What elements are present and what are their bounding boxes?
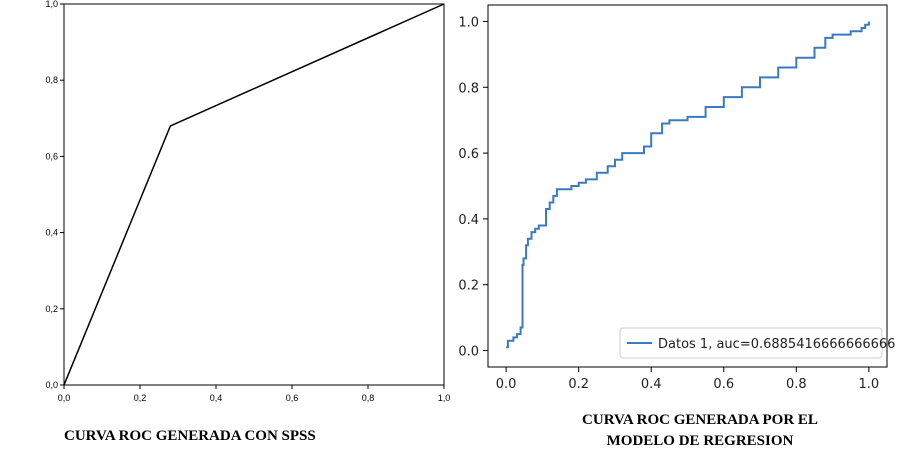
regression-y-tick-label: 1.0 xyxy=(458,15,479,30)
regression-x-tick-label: 0.6 xyxy=(713,377,734,392)
regression-y-tick-label: 0.8 xyxy=(458,81,479,96)
regression-y-tick-label: 0.6 xyxy=(458,147,479,162)
spss-y-tick-label: 0,4 xyxy=(45,228,58,238)
spss-y-tick-label: 0,6 xyxy=(45,151,58,161)
regression-caption-line1: CURVA ROC GENERADA POR EL xyxy=(582,412,818,428)
spss-x-tick-label: 0,0 xyxy=(58,393,71,403)
regression-x-tick-label: 0.4 xyxy=(641,377,662,392)
regression-y-tick-label: 0.2 xyxy=(458,279,479,294)
spss-caption: CURVA ROC GENERADA CON SPSS xyxy=(64,428,316,444)
spss-y-tick-label: 1,0 xyxy=(45,0,58,9)
regression-x-tick-label: 0.8 xyxy=(786,377,807,392)
spss-x-tick-label: 0,4 xyxy=(210,393,223,403)
spss-x-tick-label: 0,8 xyxy=(362,393,375,403)
regression-y-tick-label: 0.0 xyxy=(458,345,479,360)
regression-y-tick-label: 0.4 xyxy=(458,213,479,228)
spss-roc-chart: 0,00,0 0,2 0,2 0,4 0,4 0,6 0,6 0,8 0,8 1,0 1,0 CUR… xyxy=(45,0,450,444)
regression-caption-line2: MODELO DE REGRESION xyxy=(607,433,794,449)
spss-y-tick-label: 0,2 xyxy=(45,304,58,314)
regression-axis-ticks: 0.0 0.0 0.2 0.2 0.4 0.4 0.6 0.6 0.8 0.8 1.0 1.0 xyxy=(458,15,879,392)
spss-x-tick-label: 0,6 xyxy=(286,393,299,403)
legend-box xyxy=(619,327,883,359)
spss-plot-frame xyxy=(63,3,445,386)
spss-y-tick-label: 0,8 xyxy=(45,75,58,85)
spss-x-tick-label: 0,2 xyxy=(134,393,147,403)
spss-y-tick-label: 0,0 xyxy=(45,380,58,390)
regression-x-tick-label: 0.0 xyxy=(496,377,517,392)
regression-x-tick-label: 0.2 xyxy=(568,377,589,392)
spss-axis-ticks: 0,00,0 0,2 0,2 0,4 0,4 0,6 0,6 0,8 0,8 1,0 1,0 xyxy=(45,0,450,403)
spss-roc-line xyxy=(63,3,445,386)
regression-roc-line xyxy=(506,21,870,349)
legend-label: Datos 1, auc=0.6885416666666666 xyxy=(658,337,895,352)
regression-legend: Datos 1, auc=0.6885416666666666 xyxy=(619,327,895,359)
regression-plot-frame xyxy=(487,4,888,368)
regression-x-tick-label: 1.0 xyxy=(859,377,880,392)
spss-x-tick-label: 1,0 xyxy=(438,393,451,403)
regression-roc-chart: 0.0 0.0 0.2 0.2 0.4 0.4 0.6 0.6 0.8 0.8 1.0 1.0 Dat… xyxy=(458,4,895,449)
